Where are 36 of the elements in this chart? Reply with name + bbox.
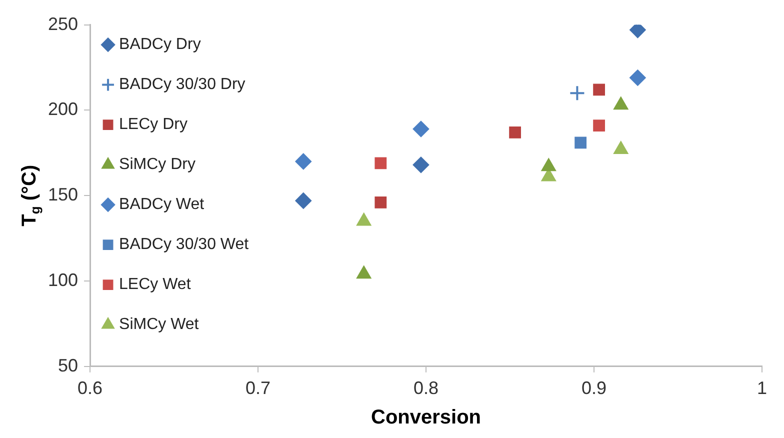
x-tick-label: 0.8 (414, 378, 439, 398)
point (542, 158, 556, 172)
legend-label: BADCy Wet (119, 196, 205, 214)
y-tick-label: 250 (48, 14, 78, 34)
point (509, 126, 521, 138)
legend-label: LECy Dry (119, 116, 188, 134)
point (630, 70, 646, 86)
legend-label: BADCy 30/30 Dry (119, 76, 246, 94)
point (569, 85, 586, 102)
point (412, 156, 429, 173)
legend-label: SiMCy Dry (119, 156, 196, 174)
legend-label: SiMCy Wet (119, 316, 200, 334)
y-tick-label: 150 (48, 184, 78, 205)
point (593, 84, 605, 96)
point (356, 213, 371, 226)
y-axis-title: Tg (°C) (18, 164, 43, 226)
point (412, 120, 429, 137)
point (374, 196, 387, 208)
point (374, 157, 387, 170)
y-tick-label: 200 (48, 99, 78, 120)
legend-label: BADCy Dry (119, 36, 201, 54)
point (574, 136, 587, 149)
point (295, 153, 312, 170)
x-tick-label: 0.9 (581, 378, 607, 398)
point (356, 266, 371, 279)
y-tick-label: 50 (58, 355, 78, 376)
x-tick-label: 0.7 (246, 378, 271, 398)
legend-label: BADCy 30/30 Wet (119, 236, 250, 254)
x-tick-label: 0.6 (78, 378, 103, 398)
point (593, 120, 605, 132)
x-tick-label: 1 (756, 378, 768, 398)
x-axis-title: Conversion (371, 406, 482, 429)
y-tick-label: 100 (48, 270, 78, 290)
legend-label: LECy Wet (119, 276, 192, 294)
point (630, 24, 646, 38)
point (295, 192, 312, 209)
